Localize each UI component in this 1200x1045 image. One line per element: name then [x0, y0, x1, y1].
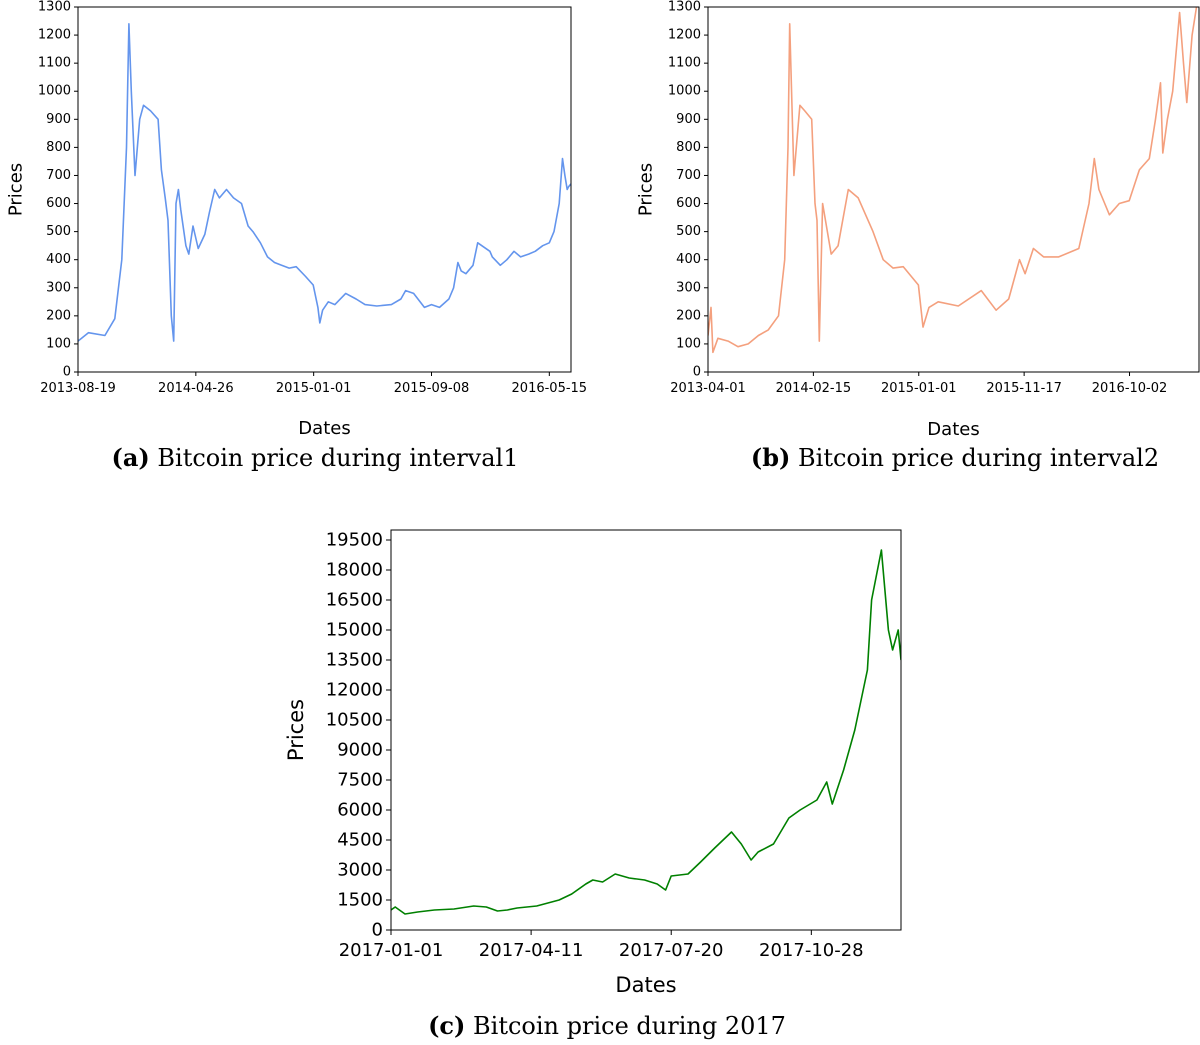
chart-c: 0 1500 3000 4500 6000 7500 9000 10500 12000 13500…: [284, 529, 902, 1040]
xtick-label-b: 2015-11-17: [986, 381, 1062, 396]
ytick-label-c: 9000: [337, 740, 383, 761]
x-axis-label-b: Dates: [927, 419, 979, 440]
ytick-label-c: 3000: [337, 860, 383, 881]
ytick-label-c: 0: [372, 920, 383, 941]
ytick-label-c: 10500: [326, 710, 383, 731]
ytick-label-b: 1200: [668, 28, 701, 43]
caption-b: (b) Bitcoin price during interval2: [751, 443, 1159, 472]
chart-b: 0 100 200 300 400 500 600 700 800 900 1000 1100 1200…: [636, 0, 1200, 472]
ytick-label-a: 400: [46, 252, 71, 267]
ytick-label-c: 1500: [337, 890, 383, 911]
plot-frame-c: [390, 529, 902, 931]
x-axis-label-c: Dates: [615, 973, 676, 997]
ytick-label-a: 500: [46, 224, 71, 239]
xtick-label-c: 2017-07-20: [619, 940, 724, 961]
xtick-label-a: 2013-08-19: [40, 381, 116, 396]
ytick-label-c: 19500: [326, 530, 383, 551]
xtick-label-b: 2014-02-15: [776, 381, 852, 396]
caption-tag-a: (a): [112, 443, 150, 472]
y-axis-label-a: Prices: [6, 163, 27, 216]
xtick-label-c: 2017-04-11: [479, 940, 584, 961]
plot-frame-a: [77, 6, 572, 373]
caption-c: (c) Bitcoin price during 2017: [428, 1011, 786, 1040]
xtick-label-a: 2015-01-01: [276, 381, 352, 396]
ytick-label-c: 7500: [337, 770, 383, 791]
ytick-label-b: 700: [676, 168, 701, 183]
xtick-label-b: 2013-04-01: [670, 381, 746, 396]
ytick-label-c: 12000: [326, 680, 383, 701]
xtick-label-c: 2017-10-28: [759, 940, 864, 961]
ytick-label-a: 700: [46, 168, 71, 183]
xtick-label-b: 2015-01-01: [881, 381, 957, 396]
caption-text-a: Bitcoin price during interval1: [157, 444, 518, 472]
ytick-label-a: 1300: [38, 0, 71, 15]
ytick-label-c: 16500: [326, 590, 383, 611]
ytick-label-a: 1100: [38, 56, 71, 71]
ytick-label-a: 1200: [38, 28, 71, 43]
ytick-label-a: 600: [46, 196, 71, 211]
ytick-label-b: 800: [676, 140, 701, 155]
caption-a: (a) Bitcoin price during interval1: [112, 443, 519, 472]
plot-frame-b: [707, 6, 1200, 373]
ytick-label-b: 1100: [668, 56, 701, 71]
y-axis-label-b: Prices: [636, 163, 657, 216]
ytick-label-b: 600: [676, 196, 701, 211]
x-axis-label-a: Dates: [298, 418, 350, 439]
ytick-label-a: 900: [46, 112, 71, 127]
ytick-label-c: 13500: [326, 650, 383, 671]
xtick-label-a: 2016-05-15: [512, 381, 588, 396]
ytick-label-b: 900: [676, 112, 701, 127]
series-line-c-0: [391, 549, 901, 915]
ytick-label-b: 1300: [668, 0, 701, 15]
ytick-label-a: 800: [46, 140, 71, 155]
ytick-label-b: 500: [676, 224, 701, 239]
ytick-label-c: 15000: [326, 620, 383, 641]
ytick-label-b: 0: [693, 365, 701, 380]
series-line-b-0: [708, 7, 1198, 354]
caption-text-b: Bitcoin price during interval2: [798, 444, 1159, 472]
ytick-label-c: 4500: [337, 830, 383, 851]
ytick-label-b: 100: [676, 336, 701, 351]
ytick-label-a: 100: [46, 336, 71, 351]
ytick-label-a: 0: [63, 365, 71, 380]
ytick-label-c: 6000: [337, 800, 383, 821]
ytick-label-b: 200: [676, 308, 701, 323]
caption-text-c: Bitcoin price during 2017: [473, 1012, 786, 1040]
ytick-label-a: 200: [46, 308, 71, 323]
xtick-label-b: 2016-10-02: [1092, 381, 1168, 396]
ytick-label-c: 18000: [326, 560, 383, 581]
xtick-label-a: 2014-04-26: [158, 381, 234, 396]
series-line-a-0: [78, 22, 571, 342]
caption-tag-b: (b): [751, 443, 791, 472]
ytick-label-b: 400: [676, 252, 701, 267]
ytick-label-a: 1000: [38, 84, 71, 99]
ytick-label-b: 300: [676, 280, 701, 295]
caption-tag-c: (c): [428, 1011, 465, 1040]
ytick-label-a: 300: [46, 280, 71, 295]
y-axis-label-c: Prices: [284, 699, 308, 761]
xtick-label-a: 2015-09-08: [394, 381, 470, 396]
ytick-label-b: 1000: [668, 84, 701, 99]
xtick-label-c: 2017-01-01: [339, 940, 444, 961]
chart-a: 0 100 200 300 400 500 600 700 800 900 1000 1100 1200…: [6, 0, 588, 472]
